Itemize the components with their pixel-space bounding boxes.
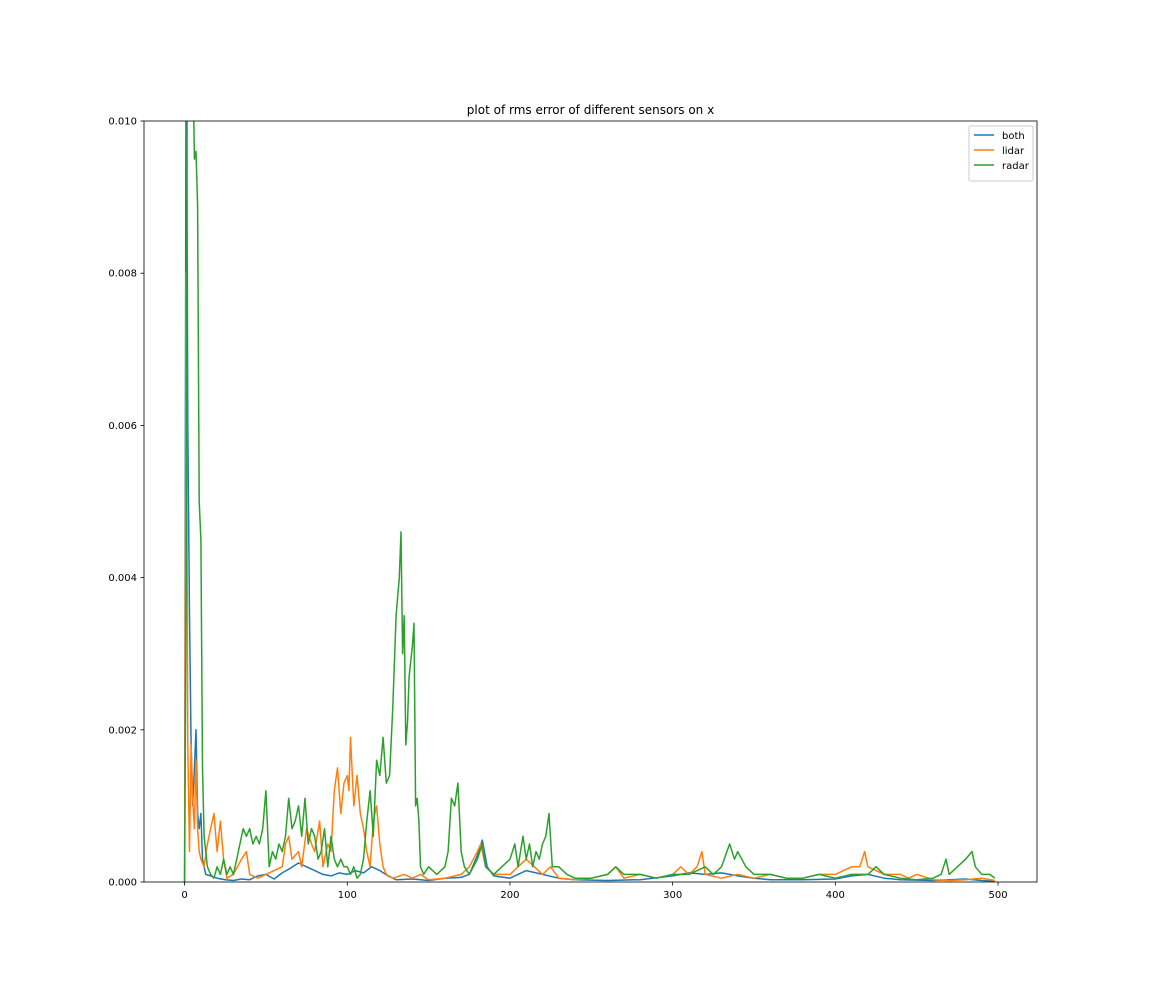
y-tick-label: 0.008	[108, 269, 137, 280]
x-tick-label: 500	[988, 890, 1007, 901]
series-line-lidar	[183, 272, 995, 882]
legend-label-radar: radar	[1002, 161, 1030, 172]
x-tick-label: 200	[500, 890, 519, 901]
legend-box	[968, 125, 1034, 182]
legend-label-lidar: lidar	[1002, 146, 1025, 157]
y-tick-label: 0.000	[108, 878, 137, 889]
y-tick-label: 0.006	[108, 421, 137, 432]
y-axis: 0.000 0.002 0.004 0.006 0.008 0.010	[108, 117, 144, 889]
series-line-both	[183, 121, 995, 882]
y-tick-label: 0.004	[108, 573, 137, 584]
series-line-radar	[183, 121, 996, 882]
x-tick-label: 0	[181, 890, 187, 901]
x-tick-label: 400	[826, 890, 845, 901]
chart-title: plot of rms error of different sensors o…	[467, 103, 714, 117]
legend-label-both: both	[1002, 131, 1025, 142]
series-layer	[183, 121, 996, 882]
x-tick-label: 100	[338, 890, 357, 901]
y-tick-label: 0.002	[108, 725, 137, 736]
plot-frame	[143, 120, 1038, 883]
x-tick-label: 300	[663, 890, 682, 901]
x-axis: 0 100 200 300 400 500	[181, 882, 1008, 901]
legend: both lidar radar	[968, 125, 1034, 182]
y-tick-label: 0.010	[108, 117, 137, 128]
